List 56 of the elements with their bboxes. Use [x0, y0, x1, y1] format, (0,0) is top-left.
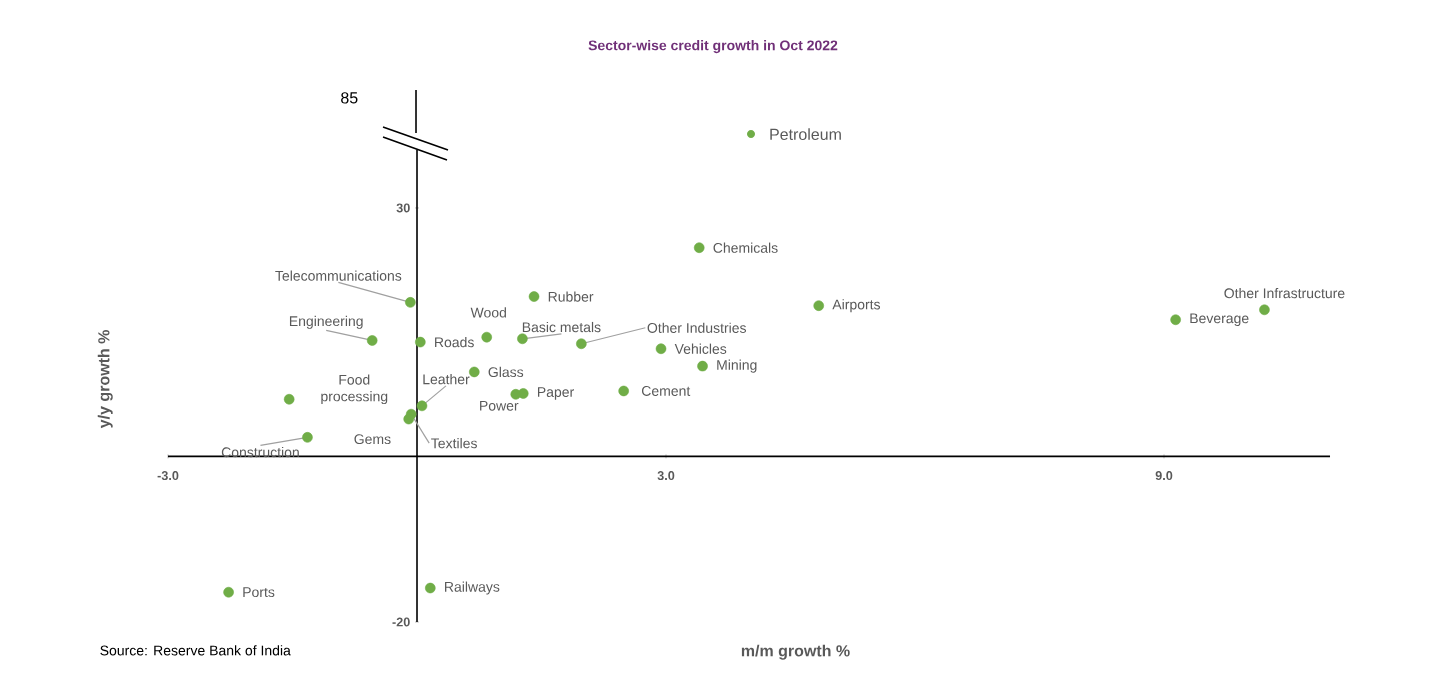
y-tick-label: 30 [396, 203, 410, 213]
point [366, 335, 378, 346]
point [1259, 304, 1270, 316]
source-note: Source: Reserve Bank of India [100, 645, 291, 656]
point [302, 432, 313, 443]
x-axis-title: m/m growth % [741, 644, 850, 660]
x-tick-label: 9.0 [1155, 471, 1173, 481]
annotation: Mining [717, 359, 757, 373]
annotation: Power [480, 400, 519, 411]
annotation: Other Infrastructure [1224, 287, 1345, 299]
point [655, 343, 667, 355]
text: 85 [341, 92, 358, 104]
annotation: Telecommunications [275, 270, 402, 281]
point [283, 393, 295, 405]
annotation: Construction [221, 446, 299, 458]
annotation: Paper [538, 387, 574, 400]
text: Sector-wise credit growth in Oct 2022 [588, 40, 838, 54]
point [481, 331, 492, 343]
annotation: Textiles [431, 438, 477, 449]
point [416, 400, 428, 412]
point [1170, 314, 1181, 326]
y-tick-label: -20 [392, 617, 410, 627]
x-tick-label: 3.0 [657, 471, 675, 481]
point [425, 582, 436, 594]
annotation: Railways [445, 581, 500, 595]
annotation: Airports [832, 299, 881, 313]
point [576, 338, 587, 350]
annotation: Roads [435, 336, 474, 348]
annotation: Beverage [1190, 313, 1249, 327]
annotation: Other Industries [647, 322, 747, 333]
annotation: Basic metals [522, 321, 601, 333]
y-axis-title: y/y growth % [97, 330, 113, 429]
text: Petroleum [770, 128, 841, 141]
point [223, 586, 234, 598]
annotation: Ports [243, 587, 275, 598]
annotation: Gems [354, 434, 391, 445]
annotation: Food processing [321, 374, 388, 405]
annotation: Glass [488, 366, 524, 378]
annotation: Engineering [289, 315, 363, 329]
point [618, 385, 629, 397]
point [405, 297, 416, 308]
point [469, 366, 480, 378]
point [403, 413, 414, 425]
annotation: Rubber [548, 291, 594, 302]
annotation: Cement [641, 386, 691, 396]
annotation: Leather [423, 373, 470, 385]
annotation: Wood [470, 307, 506, 318]
point [697, 360, 708, 372]
point [528, 291, 540, 302]
x-tick-label: -3.0 [157, 471, 179, 481]
point [517, 333, 528, 345]
annotation: Vehicles [674, 343, 727, 354]
point [813, 300, 824, 311]
point [693, 242, 705, 253]
annotation: Chemicals [713, 242, 778, 253]
point [415, 336, 426, 348]
